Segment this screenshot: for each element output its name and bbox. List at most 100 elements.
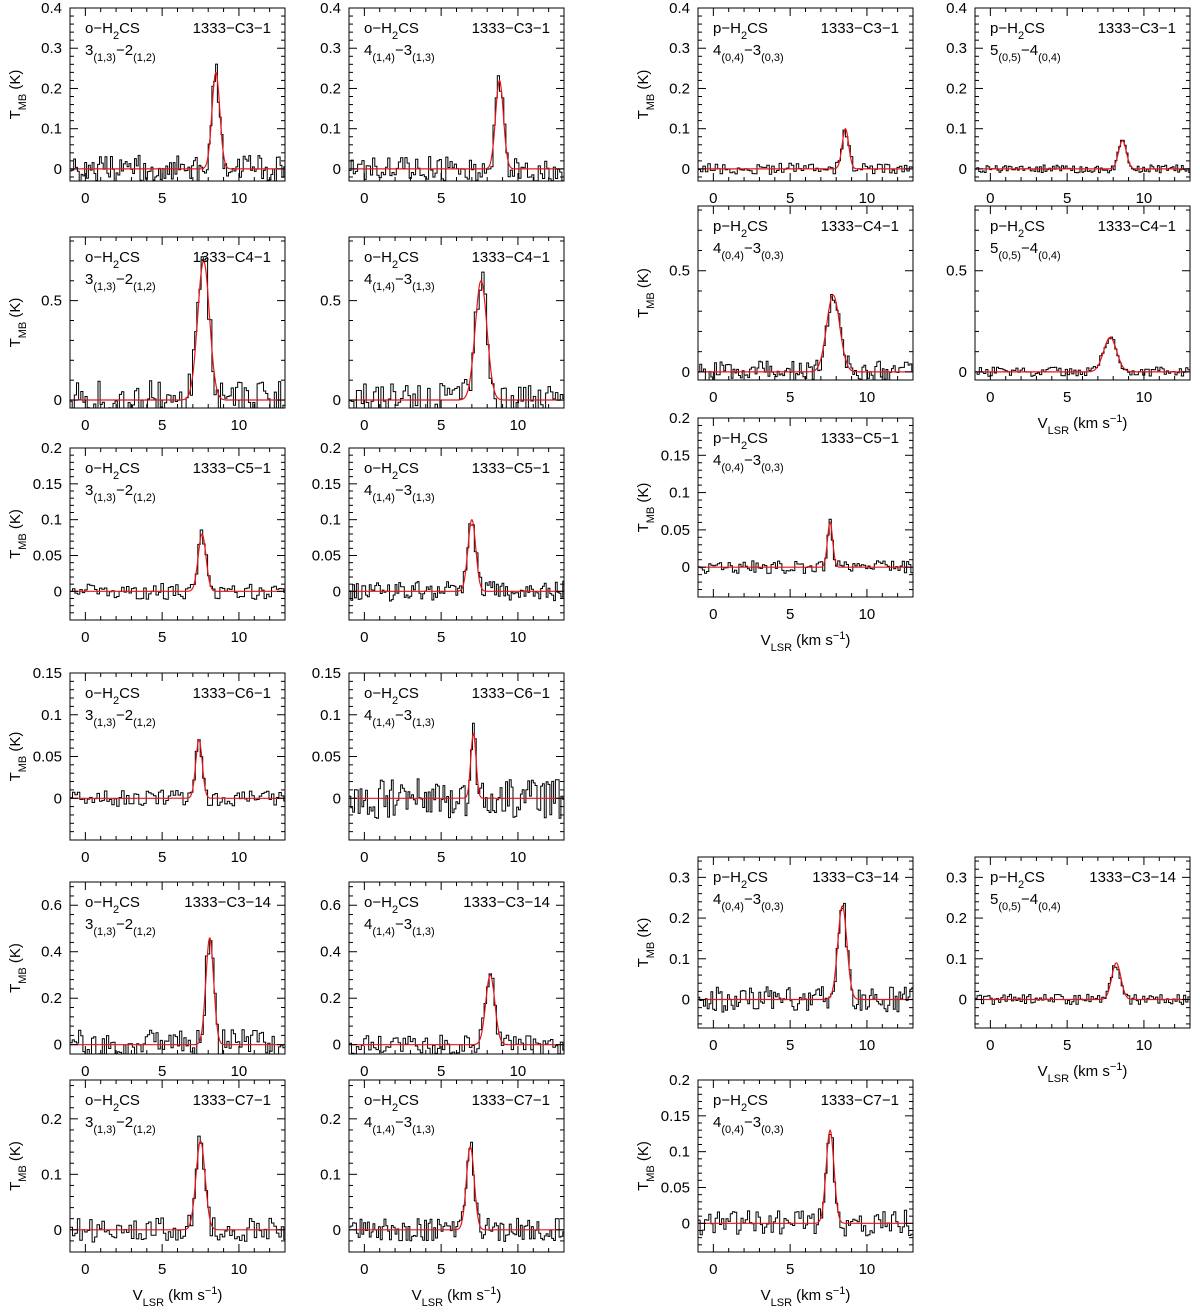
- y-tick-label: 0.1: [41, 512, 62, 529]
- y-tick-label: 0: [54, 1037, 62, 1054]
- x-tick-label: 0: [986, 1037, 994, 1054]
- gaussian-fit: [698, 127, 913, 170]
- source-label: 1333−C3−1: [472, 20, 550, 37]
- source-label: 1333−C7−1: [821, 1092, 899, 1109]
- x-tick-label: 5: [158, 1261, 166, 1278]
- x-tick-label: 0: [360, 417, 368, 434]
- transition-label: 4(0,4)−3(0,3): [713, 891, 784, 913]
- y-tick-label: 0.4: [41, 0, 62, 17]
- transition-label: 4(1,4)−3(1,3): [364, 707, 435, 729]
- x-tick-label: 5: [158, 190, 166, 207]
- data-histogram: [70, 940, 285, 1054]
- source-label: 1333−C6−1: [472, 685, 550, 702]
- y-tick-label: 0: [333, 392, 341, 409]
- x-tick-label: 10: [859, 389, 876, 406]
- gaussian-fit: [70, 72, 285, 170]
- spectrum-panel: 0 5 10 0 0.5 o−H2CS 1333−C4−1 4(1,4)−3(1,3): [320, 236, 565, 434]
- y-tick-label: 0.05: [312, 548, 341, 565]
- source-label: 1333−C3−1: [821, 20, 899, 37]
- data-histogram: [70, 739, 285, 807]
- y-tick-label: 0.2: [320, 440, 341, 457]
- y-axis-title: TMB (K): [635, 70, 657, 120]
- x-tick-label: 0: [81, 849, 89, 866]
- data-histogram: [698, 129, 913, 175]
- data-histogram: [349, 271, 564, 408]
- x-tick-label: 10: [510, 1063, 527, 1080]
- species-label: o−H2CS: [364, 460, 419, 482]
- source-label: 1333−C4−1: [821, 218, 899, 235]
- spectrum-panel: 0 5 10 0 0.1 0.2 o−H2CS 1333−C7−1 3(1,3)−2(1,2) T…: [7, 1079, 286, 1309]
- y-tick-label: 0.2: [41, 990, 62, 1007]
- x-tick-label: 0: [709, 606, 717, 623]
- y-tick-label: 0.5: [946, 263, 967, 280]
- gaussian-fit: [975, 336, 1190, 373]
- y-axis-title: TMB (K): [635, 268, 657, 318]
- source-label: 1333−C3−14: [1089, 869, 1176, 886]
- x-tick-label: 0: [360, 1261, 368, 1278]
- y-tick-label: 0.1: [41, 707, 62, 724]
- spectrum-panel: 0 5 10 0 0.2 0.4 0.6 o−H2CS 1333−C3−14 3(1,3)−2(1…: [7, 881, 286, 1080]
- x-tick-label: 0: [360, 629, 368, 646]
- y-axis-title: TMB (K): [7, 509, 29, 559]
- transition-label: 4(0,4)−3(0,3): [713, 42, 784, 64]
- x-tick-label: 10: [510, 849, 527, 866]
- y-tick-label: 0: [682, 1215, 690, 1232]
- y-tick-label: 0.3: [946, 869, 967, 886]
- x-tick-label: 0: [81, 629, 89, 646]
- y-tick-label: 0: [682, 559, 690, 576]
- transition-label: 3(1,3)−2(1,2): [85, 707, 156, 729]
- source-label: 1333−C4−1: [472, 249, 550, 266]
- y-tick-label: 0.6: [41, 897, 62, 914]
- transition-label: 4(1,4)−3(1,3): [364, 482, 435, 504]
- x-tick-label: 0: [81, 1063, 89, 1080]
- species-label: p−H2CS: [713, 430, 768, 452]
- y-tick-label: 0.1: [669, 121, 690, 138]
- gaussian-fit: [349, 733, 564, 799]
- y-tick-label: 0.4: [320, 944, 341, 961]
- transition-label: 4(1,4)−3(1,3): [364, 916, 435, 938]
- y-axis-title: TMB (K): [7, 943, 29, 993]
- y-tick-label: 0.2: [41, 1111, 62, 1128]
- y-tick-label: 0.15: [312, 476, 341, 493]
- y-tick-label: 0.2: [41, 440, 62, 457]
- y-tick-label: 0: [959, 364, 967, 381]
- y-tick-label: 0.3: [669, 869, 690, 886]
- species-label: o−H2CS: [85, 460, 140, 482]
- transition-label: 5(0,5)−4(0,4): [990, 891, 1061, 913]
- y-tick-label: 0.2: [669, 910, 690, 927]
- x-tick-label: 10: [859, 190, 876, 207]
- gaussian-fit: [349, 518, 564, 592]
- x-axis-title: VLSR (km s−1): [133, 1285, 223, 1309]
- x-tick-label: 10: [859, 1037, 876, 1054]
- x-tick-label: 0: [709, 1261, 717, 1278]
- y-tick-label: 0.5: [320, 293, 341, 310]
- x-tick-label: 0: [360, 849, 368, 866]
- y-tick-label: 0.5: [669, 263, 690, 280]
- data-histogram: [70, 529, 285, 600]
- gaussian-fit: [698, 904, 913, 1001]
- y-tick-label: 0.2: [320, 1111, 341, 1128]
- source-label: 1333−C3−14: [184, 894, 271, 911]
- y-tick-label: 0: [333, 1222, 341, 1239]
- y-tick-label: 0: [54, 1222, 62, 1239]
- species-label: o−H2CS: [85, 894, 140, 916]
- y-axis-title: TMB (K): [635, 1141, 657, 1191]
- data-histogram: [349, 722, 564, 819]
- y-axis-title: TMB (K): [7, 70, 29, 120]
- species-label: p−H2CS: [713, 20, 768, 42]
- source-label: 1333−C3−1: [193, 20, 271, 37]
- y-tick-label: 0.1: [320, 121, 341, 138]
- x-tick-label: 5: [437, 849, 445, 866]
- spectrum-panel: 0 5 10 0 0.1 0.2 o−H2CS 1333−C7−1 4(1,4)−3(1,3) V…: [320, 1079, 565, 1309]
- species-label: o−H2CS: [364, 20, 419, 42]
- x-tick-label: 10: [231, 1063, 248, 1080]
- data-histogram: [349, 75, 564, 181]
- x-tick-label: 0: [986, 389, 994, 406]
- x-tick-label: 5: [437, 1063, 445, 1080]
- data-histogram: [975, 336, 1190, 377]
- source-label: 1333−C5−1: [472, 460, 550, 477]
- data-histogram: [349, 973, 564, 1054]
- gaussian-fit: [349, 279, 564, 401]
- species-label: o−H2CS: [364, 894, 419, 916]
